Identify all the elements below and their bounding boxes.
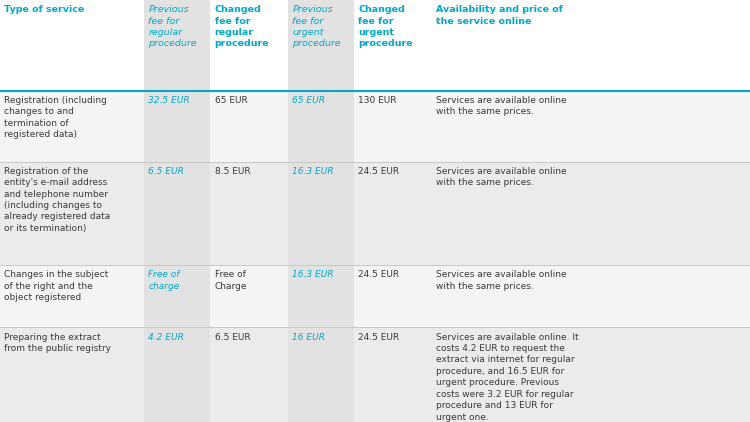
Bar [0, 265, 144, 327]
Text: 16 EUR: 16 EUR [292, 333, 326, 341]
Bar [210, 91, 288, 162]
Text: 16.3 EUR: 16.3 EUR [292, 270, 334, 279]
Bar [354, 265, 432, 327]
Text: Preparing the extract
from the public registry: Preparing the extract from the public re… [4, 333, 112, 353]
Text: 6.5 EUR: 6.5 EUR [214, 333, 250, 341]
Bar [144, 0, 210, 422]
Text: Free of
charge: Free of charge [148, 270, 180, 290]
Text: Previous
fee for
regular
procedure: Previous fee for regular procedure [148, 5, 197, 49]
Bar [432, 327, 750, 422]
Bar [354, 162, 432, 265]
Text: Previous
fee for
urgent
procedure: Previous fee for urgent procedure [292, 5, 341, 49]
Text: Changed
fee for
urgent
procedure: Changed fee for urgent procedure [358, 5, 413, 49]
Text: Free of
Charge: Free of Charge [214, 270, 247, 290]
Bar [0, 162, 144, 265]
Bar [432, 91, 750, 162]
Text: Availability and price of
the service online: Availability and price of the service on… [436, 5, 563, 25]
Text: 6.5 EUR: 6.5 EUR [148, 167, 184, 176]
Text: Changed
fee for
regular
procedure: Changed fee for regular procedure [214, 5, 269, 49]
Bar [0, 327, 144, 422]
Bar [210, 265, 288, 327]
Text: Services are available online. It
costs 4.2 EUR to request the
extract via inter: Services are available online. It costs … [436, 333, 579, 422]
Text: 16.3 EUR: 16.3 EUR [292, 167, 334, 176]
Text: 8.5 EUR: 8.5 EUR [214, 167, 250, 176]
Bar [0, 91, 144, 162]
Text: Registration of the
entity's e-mail address
and telephone number
(including chan: Registration of the entity's e-mail addr… [4, 167, 111, 233]
Text: Type of service: Type of service [4, 5, 85, 14]
Text: Changes in the subject
of the right and the
object registered: Changes in the subject of the right and … [4, 270, 109, 302]
Bar [288, 0, 354, 422]
Text: Registration (including
changes to and
termination of
registered data): Registration (including changes to and t… [4, 96, 107, 139]
Bar [210, 162, 288, 265]
Text: 4.2 EUR: 4.2 EUR [148, 333, 184, 341]
Bar [354, 91, 432, 162]
Text: 65 EUR: 65 EUR [292, 96, 326, 105]
Text: 130 EUR: 130 EUR [358, 96, 397, 105]
Text: 24.5 EUR: 24.5 EUR [358, 270, 400, 279]
Bar [432, 162, 750, 265]
Text: Services are available online
with the same prices.: Services are available online with the s… [436, 96, 567, 116]
Text: 32.5 EUR: 32.5 EUR [148, 96, 190, 105]
Text: 65 EUR: 65 EUR [214, 96, 248, 105]
Text: Services are available online
with the same prices.: Services are available online with the s… [436, 167, 567, 187]
Text: 24.5 EUR: 24.5 EUR [358, 333, 400, 341]
Text: Services are available online
with the same prices.: Services are available online with the s… [436, 270, 567, 290]
Text: 24.5 EUR: 24.5 EUR [358, 167, 400, 176]
Bar [210, 327, 288, 422]
Bar [354, 327, 432, 422]
Bar [432, 265, 750, 327]
